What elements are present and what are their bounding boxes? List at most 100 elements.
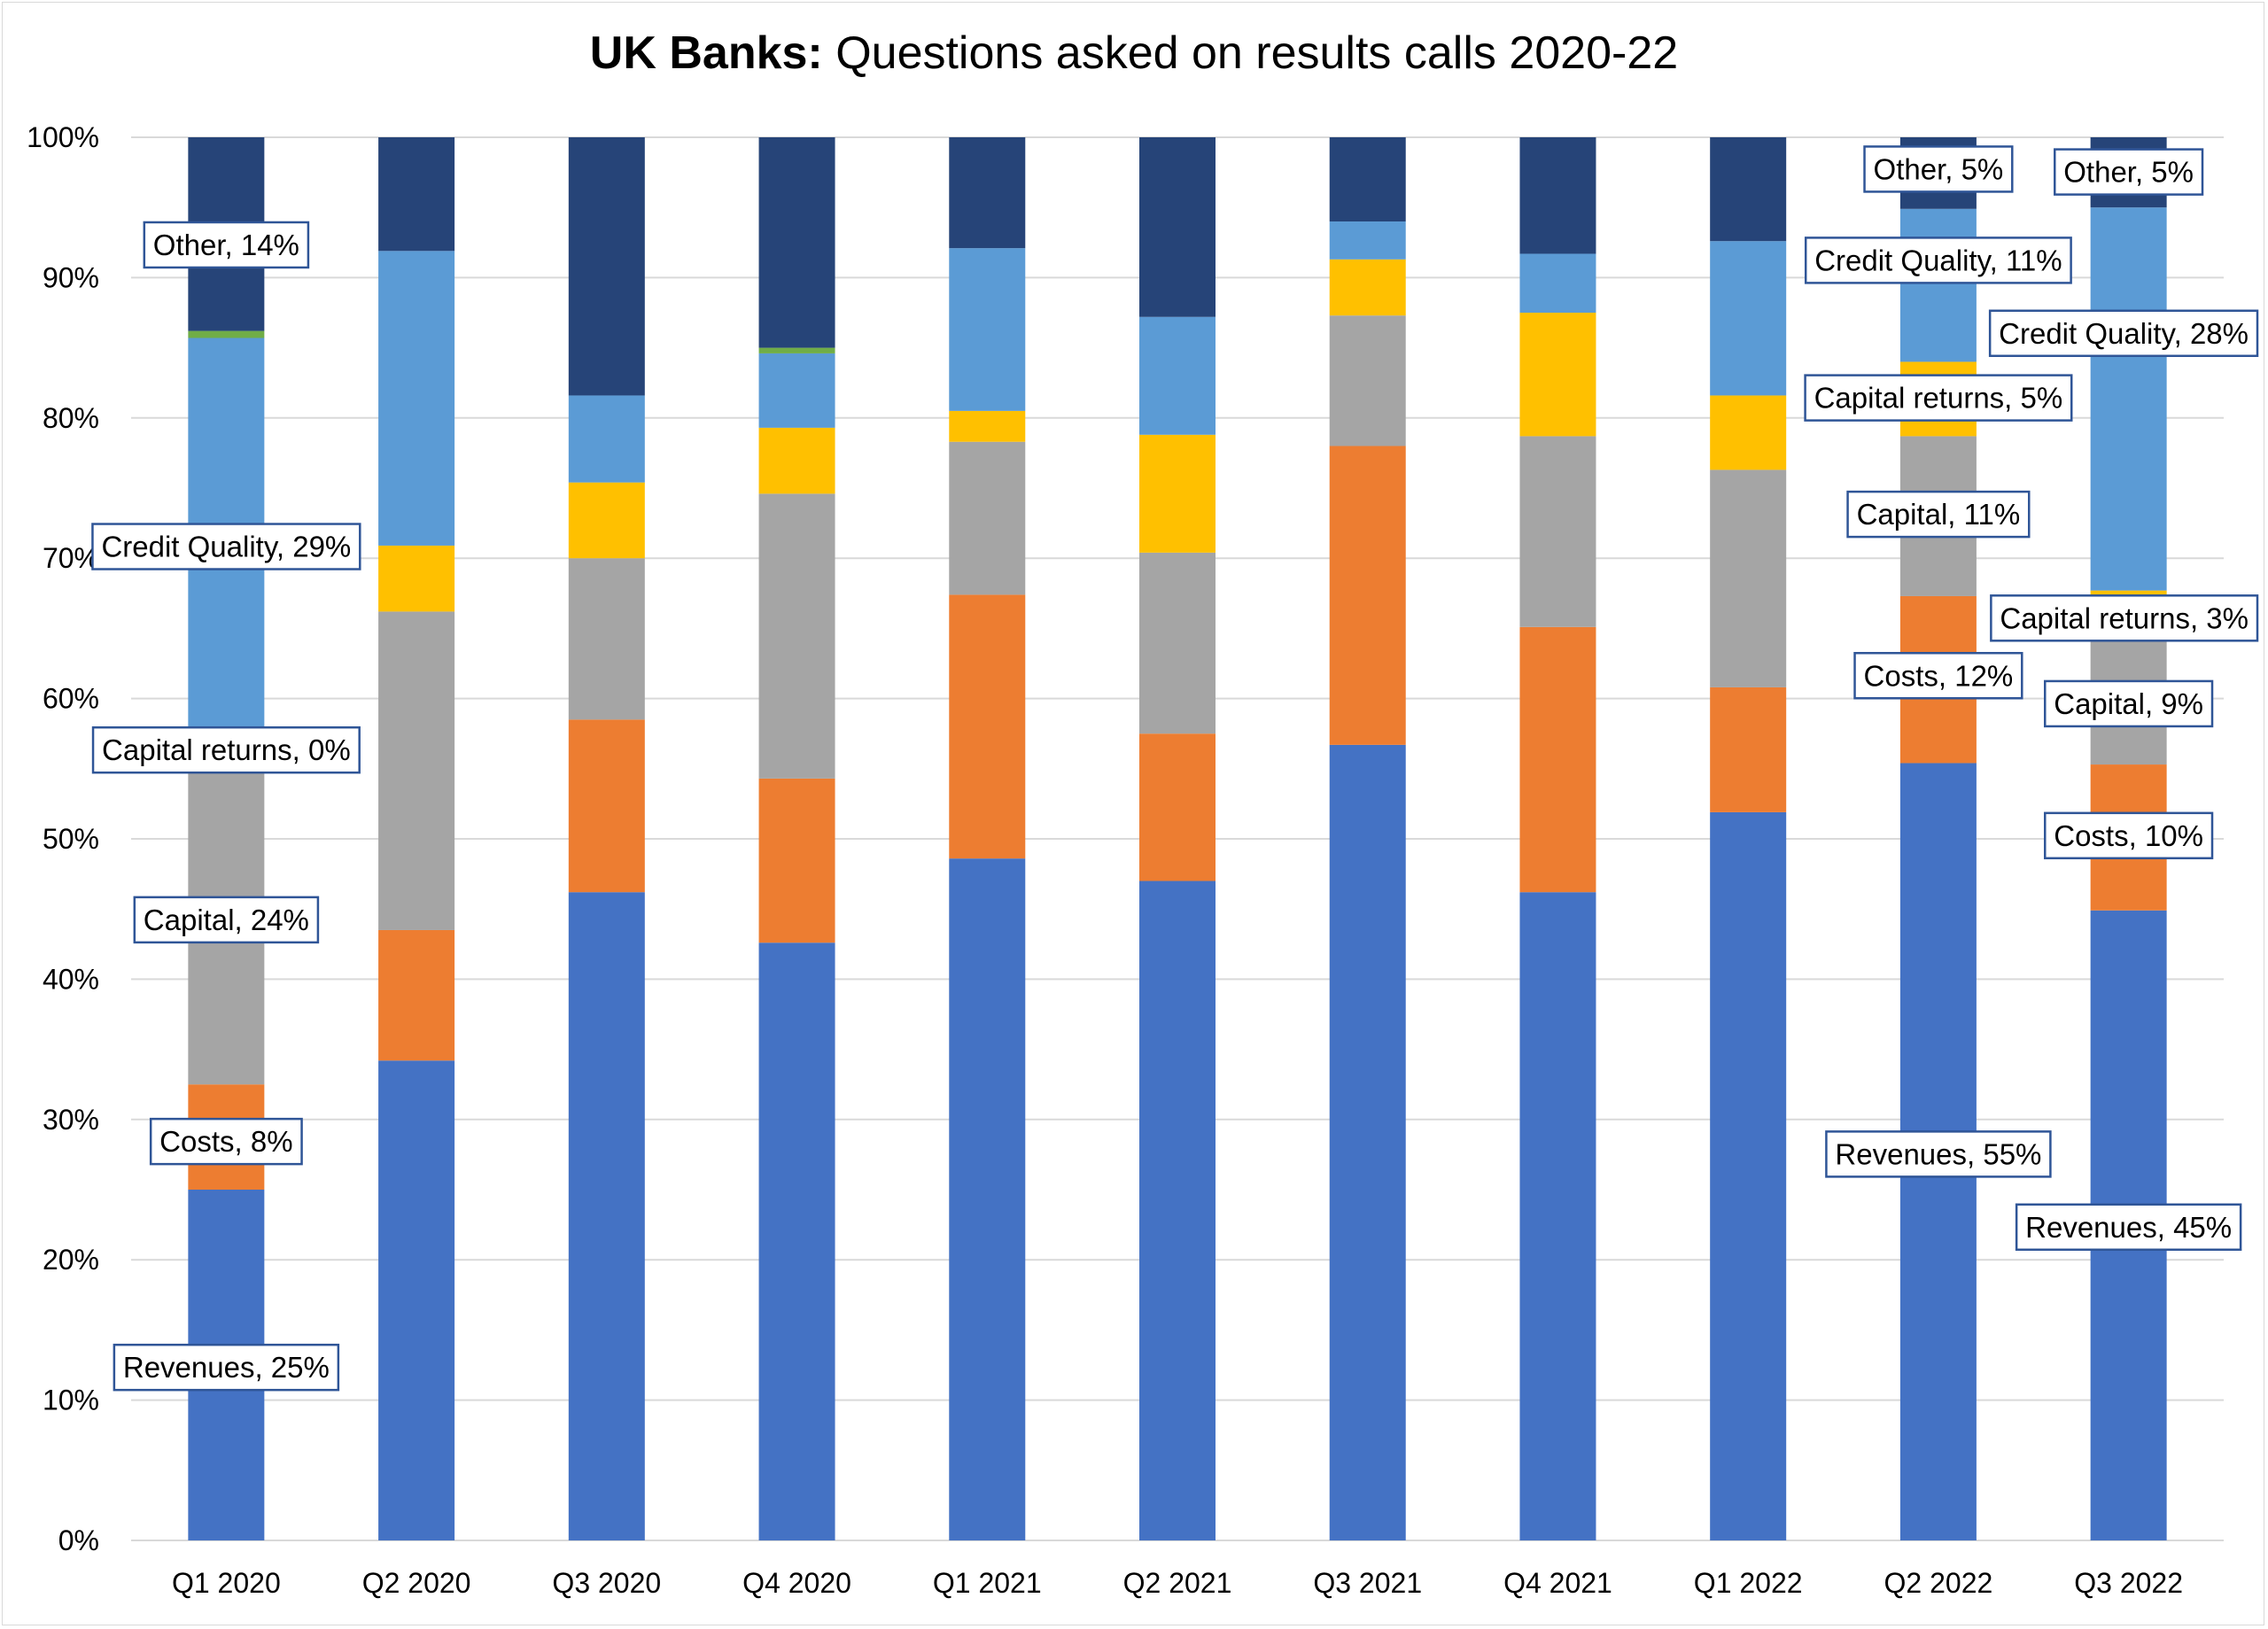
bar-segment	[378, 1060, 455, 1540]
y-tick-label: 70%	[43, 542, 99, 574]
bar-segment	[1519, 436, 1596, 627]
data-label: Other, 14%	[143, 221, 310, 269]
bar-stack	[378, 137, 455, 1540]
data-label-box	[113, 1343, 340, 1392]
bar-segment	[568, 892, 645, 1540]
bar-segment	[949, 594, 1026, 859]
bar-stack	[1710, 137, 1787, 1540]
data-label: Costs, 12%	[1853, 652, 2023, 700]
data-label: Costs, 8%	[149, 1117, 303, 1166]
data-label-text: Capital returns, 5%	[1814, 382, 2063, 415]
bar-segment	[1139, 552, 1216, 734]
data-label-box	[133, 896, 320, 944]
bar-segment	[949, 858, 1026, 1540]
bar-segment	[758, 427, 835, 494]
data-label-box	[2044, 811, 2214, 860]
data-label-text: Costs, 12%	[1864, 659, 2014, 692]
data-label: Costs, 10%	[2044, 811, 2214, 860]
data-label-box	[2044, 679, 2214, 728]
data-label-text: Capital, 11%	[1857, 498, 2021, 531]
y-tick-label: 40%	[43, 963, 99, 995]
bar-segment	[1329, 221, 1406, 260]
y-tick-label: 10%	[43, 1385, 99, 1416]
data-label-box	[1846, 490, 2031, 539]
bar-segment	[1329, 744, 1406, 1540]
bar-segment	[1710, 395, 1787, 470]
bar-segment	[1139, 137, 1216, 317]
chart-title-bold: UK Banks:	[589, 27, 823, 79]
y-tick-label: 80%	[43, 402, 99, 434]
bar-stack	[1899, 137, 1977, 1540]
data-label-box	[1853, 652, 2023, 700]
bar-segment	[1899, 208, 1977, 362]
data-label: Capital returns, 5%	[1804, 374, 2073, 422]
bar-stack	[1139, 137, 1216, 1540]
data-label-box	[1990, 594, 2259, 642]
bar-segment	[378, 611, 455, 930]
bar-segment	[758, 353, 835, 428]
bar-segment	[378, 137, 455, 252]
data-label-text: Other, 14%	[153, 229, 299, 261]
bar-segment	[1519, 626, 1596, 893]
data-label-text: Costs, 10%	[2054, 819, 2203, 852]
data-label-box	[91, 725, 361, 774]
bar-segment	[949, 410, 1026, 442]
x-tick-label: Q4 2021	[1503, 1567, 1612, 1599]
data-label-text: Credit Quality, 29%	[101, 531, 351, 563]
x-tick-label: Q3 2020	[552, 1567, 661, 1599]
bar-stack	[188, 137, 265, 1540]
bar-segment	[949, 248, 1026, 411]
data-label-text: Other, 5%	[2063, 156, 2194, 189]
data-label-text: Credit Quality, 11%	[1814, 244, 2062, 276]
chart-title: UK Banks: Questions asked on results cal…	[0, 27, 2268, 80]
data-label-text: Capital returns, 0%	[102, 733, 351, 766]
data-label-box	[1825, 1130, 2052, 1178]
x-tick-label: Q2 2022	[1884, 1567, 1993, 1599]
data-label: Credit Quality, 11%	[1804, 237, 2072, 284]
x-tick-label: Q1 2021	[933, 1567, 1042, 1599]
bar-segment	[568, 558, 645, 720]
data-label-text: Credit Quality, 28%	[1999, 317, 2249, 350]
data-label: Revenues, 45%	[2015, 1203, 2242, 1252]
bar-segment	[758, 942, 835, 1540]
data-label-text: Revenues, 25%	[123, 1351, 330, 1384]
bar-segment	[1329, 259, 1406, 316]
x-axis-ticks: Q1 2020 Q2 2020 Q3 2020 Q4 2020 Q1 2021 Q2 20…	[172, 1567, 2183, 1599]
bar-segment	[568, 482, 645, 559]
bar-stack	[1329, 137, 1406, 1540]
y-tick-label: 90%	[43, 261, 99, 293]
data-label-box	[1804, 237, 2072, 284]
data-labels: Other, 14% Credit Quality, 29% Capital ret…	[91, 145, 2259, 1392]
bar-segment	[758, 137, 835, 348]
x-tick-label: Q3 2021	[1313, 1567, 1422, 1599]
data-label-box	[143, 221, 310, 269]
data-label: Capital, 9%	[2044, 679, 2214, 728]
x-tick-label: Q1 2022	[1694, 1567, 1803, 1599]
data-label-text: Other, 5%	[1874, 152, 2004, 185]
y-tick-label: 0%	[58, 1524, 99, 1556]
data-label-box	[2015, 1203, 2242, 1252]
bar-segment	[568, 395, 645, 483]
data-label-box	[1804, 374, 2073, 422]
data-label-box	[91, 523, 361, 570]
y-tick-label: 60%	[43, 683, 99, 715]
bar-segment	[1519, 313, 1596, 437]
bar-segment	[1139, 880, 1216, 1540]
bar-segment	[188, 330, 265, 338]
y-tick-label: 20%	[43, 1244, 99, 1276]
data-label-text: Capital, 24%	[144, 904, 309, 936]
bar-segment	[1710, 811, 1787, 1540]
bar-stack	[949, 137, 1026, 1540]
data-label: Revenues, 55%	[1825, 1130, 2052, 1178]
bar-segment	[378, 929, 455, 1061]
x-tick-label: Q3 2022	[2074, 1567, 2183, 1599]
bar-stack	[758, 137, 835, 1540]
y-tick-label: 50%	[43, 823, 99, 855]
bar-segment	[949, 137, 1026, 249]
data-label: Other, 5%	[1863, 145, 2014, 193]
data-label: Capital returns, 3%	[1990, 594, 2259, 642]
bar-stack	[1519, 137, 1596, 1540]
y-axis-ticks: 0% 10% 20% 30% 40% 50% 60% 70% 80% 90% 100%	[27, 121, 99, 1556]
bar-segment	[1329, 137, 1406, 222]
